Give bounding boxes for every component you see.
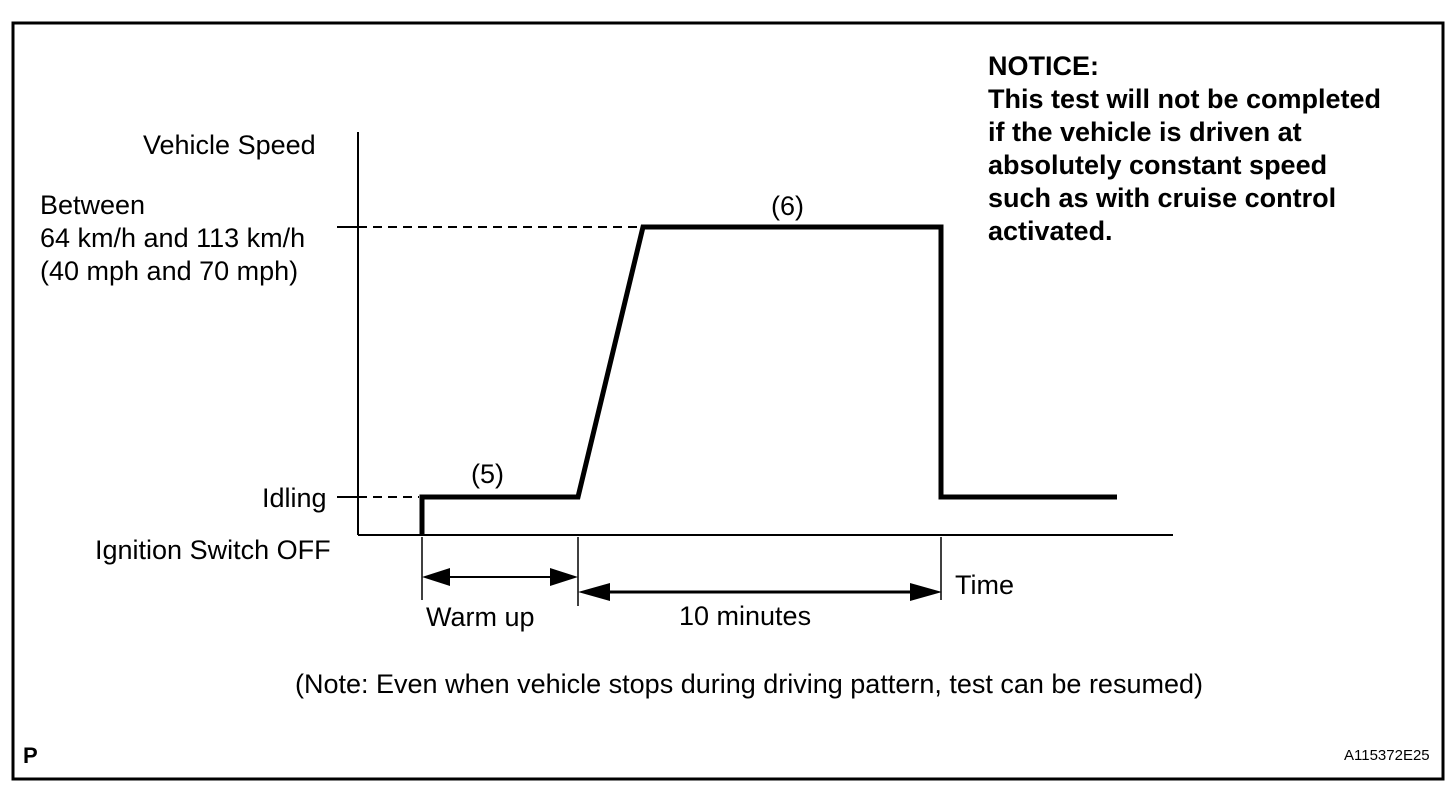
ten-minutes-label: 10 minutes [679,601,812,631]
warmup-range-arrow [422,568,578,586]
page-marker: P [23,743,38,768]
step-5-label: (5) [471,459,504,489]
notice-title: NOTICE: [988,51,1099,81]
arrowhead-right-icon [910,583,942,601]
notice-line-4: such as with cruise control [988,183,1337,213]
notice-line-3: absolutely constant speed [988,150,1328,180]
bottom-note: (Note: Even when vehicle stops during dr… [295,669,1203,699]
figure-border [11,21,1445,781]
warm-up-label: Warm up [426,602,535,632]
high-speed-range-line-3: (40 mph and 70 mph) [40,256,299,286]
arrowhead-left-icon [578,583,610,601]
y-axis-label: Vehicle Speed [143,130,316,160]
high-speed-range-line-2: 64 km/h and 113 km/h [40,223,306,253]
driving-pattern-line [419,224,1117,535]
ignition-switch-off-label: Ignition Switch OFF [95,535,331,565]
arrowhead-right-icon [550,568,578,586]
notice-line-5: activated. [988,216,1113,246]
time-axis-label: Time [955,570,1014,600]
figure-code: A115372E25 [1344,747,1430,764]
arrowhead-left-icon [422,568,450,586]
step-6-label: (6) [771,191,804,221]
notice-line-2: if the vehicle is driven at [988,117,1302,147]
high-speed-range-label: Between 64 km/h and 113 km/h (40 mph and… [40,189,305,288]
notice-block: NOTICE: This test will not be completed … [988,50,1381,248]
notice-line-1: This test will not be completed [988,84,1382,114]
high-speed-range-line-1: Between [40,190,146,220]
idling-label: Idling [262,483,327,513]
ten-minutes-range-arrow [578,583,942,601]
